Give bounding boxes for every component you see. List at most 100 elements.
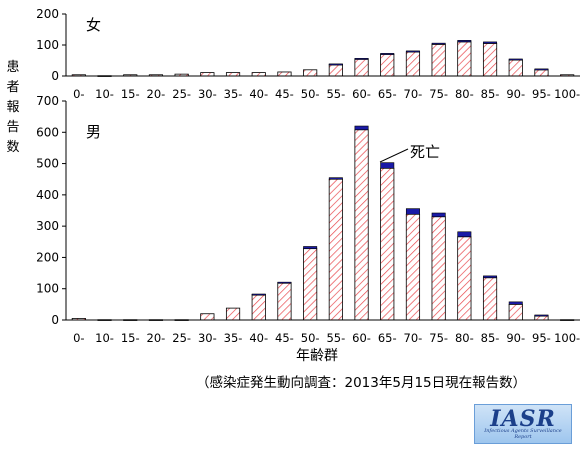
female-bar-alive bbox=[71, 74, 86, 77]
age-distribution-chart: 0 100 200 女 0- 10- 15- 20- 25- 30- 35- 40- 45- 50- 55-… bbox=[36, 7, 580, 345]
male-bar-death bbox=[354, 125, 369, 131]
female-bar-alive bbox=[200, 72, 215, 77]
female-bar-alive bbox=[148, 74, 164, 77]
female-bar-alive bbox=[97, 75, 112, 77]
female-panel: 0 100 200 女 0- 10- 15- 20- 25- 30- 35- 40- 45- 50- 55-… bbox=[36, 7, 580, 101]
female-y-tick-label: 0 bbox=[51, 69, 59, 83]
female-bar-alive bbox=[277, 71, 292, 77]
male-bar-death bbox=[277, 281, 292, 284]
male-y-tick-label: 400 bbox=[36, 188, 59, 202]
male-panel-title: 男 bbox=[86, 123, 101, 141]
female-bar-alive bbox=[457, 41, 472, 77]
female-bar-alive bbox=[123, 74, 138, 77]
male-bar-death bbox=[483, 275, 498, 279]
female-category-label: 20- bbox=[147, 87, 166, 101]
male-bar-death bbox=[251, 293, 266, 296]
female-category-label: 25- bbox=[172, 87, 191, 101]
male-bar-death bbox=[534, 314, 549, 317]
female-bar-death bbox=[431, 42, 446, 45]
female-category-label: 40- bbox=[249, 87, 268, 101]
male-bar-alive bbox=[303, 248, 318, 321]
male-bar-death bbox=[328, 177, 343, 180]
female-bar-alive bbox=[482, 43, 498, 77]
female-category-label: 15- bbox=[121, 87, 140, 101]
female-category-label: 50- bbox=[301, 87, 320, 101]
logo-main-text: IASR bbox=[490, 406, 556, 432]
female-category-label: 85- bbox=[481, 87, 500, 101]
female-category-label: 65- bbox=[378, 87, 397, 101]
female-category-label: 45- bbox=[275, 87, 294, 101]
male-category-label: 15- bbox=[121, 331, 140, 345]
male-category-label: 20- bbox=[147, 331, 166, 345]
logo-sub-text: Infectious Agents Surveillance Report bbox=[484, 428, 562, 440]
male-category-label: 35- bbox=[224, 331, 243, 345]
male-bar-alive bbox=[225, 307, 241, 321]
female-bar-death bbox=[483, 41, 498, 44]
male-bar-alive bbox=[560, 319, 575, 321]
male-category-label: 45- bbox=[275, 331, 294, 345]
male-y-tick-label: 700 bbox=[36, 94, 59, 108]
male-y-tick-label: 200 bbox=[36, 250, 59, 264]
male-category-label: 0- bbox=[73, 331, 84, 345]
female-bar-death bbox=[354, 58, 369, 60]
male-bar-alive bbox=[174, 319, 189, 321]
male-y-tick-label: 300 bbox=[36, 219, 59, 233]
male-y-tick-label: 100 bbox=[36, 282, 59, 296]
male-bar-death bbox=[431, 212, 446, 218]
female-category-label: 55- bbox=[326, 87, 345, 101]
male-bar-alive bbox=[431, 216, 446, 321]
female-bar-alive bbox=[560, 74, 575, 77]
male-bar-alive bbox=[380, 167, 395, 321]
male-category-label: 75- bbox=[429, 331, 448, 345]
male-category-label: 95- bbox=[532, 331, 551, 345]
male-bar-alive bbox=[457, 236, 472, 321]
female-category-label: 90- bbox=[506, 87, 525, 101]
male-category-label: 55- bbox=[326, 331, 345, 345]
male-bar-death bbox=[380, 162, 395, 169]
female-bar-death bbox=[534, 68, 549, 71]
y-axis-title: 患者報告数 bbox=[6, 60, 20, 155]
male-bar-alive bbox=[200, 313, 215, 321]
death-leader-line bbox=[379, 148, 409, 163]
male-category-label: 70- bbox=[404, 331, 423, 345]
female-bar-death bbox=[405, 50, 420, 53]
male-bar-alive bbox=[328, 178, 343, 321]
source-note: （感染症発生動向調査：2013年5月15日現在報告数） bbox=[196, 375, 527, 391]
female-bar-alive bbox=[405, 51, 421, 77]
male-bar-alive bbox=[123, 319, 138, 321]
female-bar-death bbox=[508, 58, 523, 61]
male-bar-alive bbox=[277, 282, 292, 321]
male-category-label: 100- bbox=[554, 331, 580, 345]
male-category-label: 50- bbox=[301, 331, 320, 345]
female-bar-alive bbox=[354, 58, 369, 77]
male-bar-death bbox=[508, 301, 523, 305]
female-bar-death bbox=[457, 40, 472, 43]
female-bar-alive bbox=[225, 72, 241, 77]
female-bar-death bbox=[328, 63, 343, 66]
male-bar-alive bbox=[71, 318, 86, 321]
female-bar-alive bbox=[380, 53, 395, 77]
male-category-label: 80- bbox=[455, 331, 474, 345]
female-bar-alive bbox=[303, 69, 318, 77]
female-y-tick-label: 200 bbox=[36, 7, 59, 21]
female-category-label: 95- bbox=[532, 87, 551, 101]
male-bar-death bbox=[405, 208, 420, 215]
female-category-label: 100- bbox=[554, 87, 580, 101]
male-bar-alive bbox=[482, 277, 498, 321]
male-category-label: 10- bbox=[95, 331, 114, 345]
female-category-label: 60- bbox=[352, 87, 371, 101]
female-category-label: 30- bbox=[198, 87, 217, 101]
female-category-label: 10- bbox=[95, 87, 114, 101]
female-bar-alive bbox=[251, 72, 266, 77]
female-bar-alive bbox=[431, 43, 446, 77]
female-category-label: 80- bbox=[455, 87, 474, 101]
female-y-tick-label: 100 bbox=[36, 38, 59, 52]
death-annotation: 死亡 bbox=[410, 143, 440, 161]
male-bar-alive bbox=[97, 319, 112, 321]
male-category-label: 85- bbox=[481, 331, 500, 345]
female-bar-alive bbox=[508, 59, 523, 77]
female-category-label: 0- bbox=[73, 87, 84, 101]
male-bar-alive bbox=[508, 303, 523, 321]
male-y-tick-label: 500 bbox=[36, 157, 59, 171]
x-axis-title: 年齢群 bbox=[296, 348, 338, 364]
